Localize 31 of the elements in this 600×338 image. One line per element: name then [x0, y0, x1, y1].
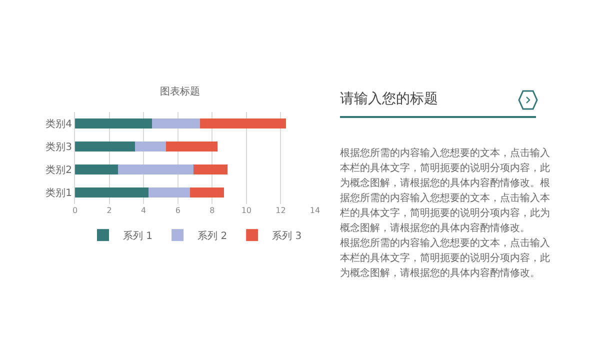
legend-label: 系列 2: [198, 230, 228, 242]
text: 根据您所需的内容输入您想要的文本，点击输入本栏的具体文字，简明扼要的说明分项内容，此为概念图解，请根据您的具体内容酌情修改。根据您所需的内容输入您想要的文本，点击输入本栏的具体文字，简明扼要的说明分项内容，此为概念图解，请根据您的具体内容酌情修改。: [340, 146, 550, 236]
bar: [118, 164, 194, 175]
x-tick-label: 14: [310, 206, 320, 215]
legend-label: 系列 3: [272, 230, 302, 242]
chart-title: 图表标题: [160, 85, 200, 98]
y-tick-label: 类别2: [46, 164, 72, 176]
x-tick-label: 4: [141, 206, 146, 215]
x-tick-label: 12: [276, 206, 286, 215]
x-tick-label: 10: [241, 206, 252, 215]
y-tick-label: 类别1: [46, 187, 72, 199]
x-tick-label: 6: [175, 206, 180, 215]
x-tick-label: 0: [72, 206, 78, 215]
text: 请输入您的标题: [340, 90, 439, 109]
text: 根据您所需的内容输入您想要的文本，点击输入本栏的具体文字，简明扼要的说明分项内容，此为概念图解，请根据您的具体内容酌情修改。: [340, 236, 550, 281]
bar: [193, 164, 228, 175]
bar: [152, 118, 200, 129]
bar: [148, 187, 190, 198]
y-tick-label: 类别4: [46, 118, 72, 130]
x-tick-label: 2: [106, 206, 112, 215]
x-tick-label: 8: [210, 206, 215, 215]
bar: [75, 118, 152, 129]
bar: [190, 187, 224, 198]
bar: [75, 187, 149, 198]
y-tick-label: 类别3: [46, 141, 72, 153]
bar: [200, 118, 286, 129]
legend-label: 系列 1: [123, 230, 153, 242]
bar: [166, 141, 218, 152]
bar: [75, 164, 118, 175]
bar: [75, 141, 135, 152]
bar: [135, 141, 166, 152]
